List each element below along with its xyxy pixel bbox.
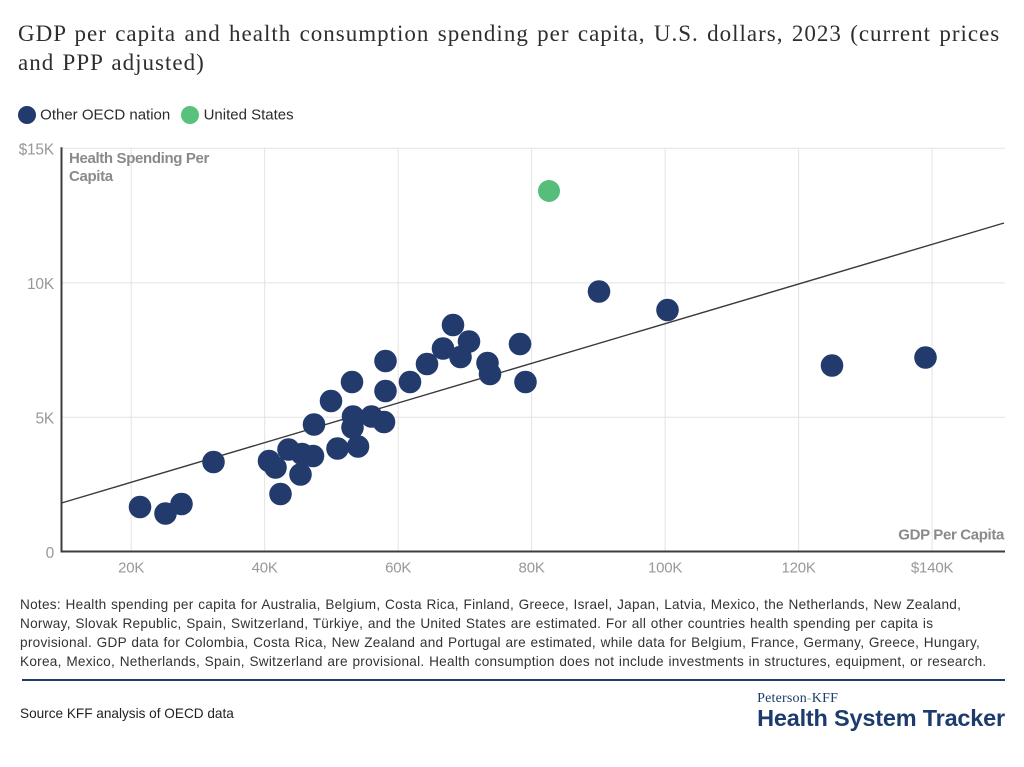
svg-text:$140K: $140K <box>911 560 954 577</box>
svg-text:$15K: $15K <box>19 142 55 159</box>
svg-text:80K: 80K <box>519 560 545 577</box>
svg-text:GDP Per Capita: GDP Per Capita <box>898 527 1005 544</box>
svg-text:120K: 120K <box>781 560 815 577</box>
svg-text:Capita: Capita <box>69 168 114 185</box>
svg-text:20K: 20K <box>118 560 144 577</box>
svg-text:10K: 10K <box>27 276 55 293</box>
svg-text:40K: 40K <box>252 560 278 577</box>
svg-text:5K: 5K <box>35 411 54 428</box>
svg-text:100K: 100K <box>648 560 682 577</box>
svg-text:0: 0 <box>46 545 55 562</box>
svg-text:Health Spending Per: Health Spending Per <box>69 150 210 167</box>
svg-text:60K: 60K <box>385 560 411 577</box>
